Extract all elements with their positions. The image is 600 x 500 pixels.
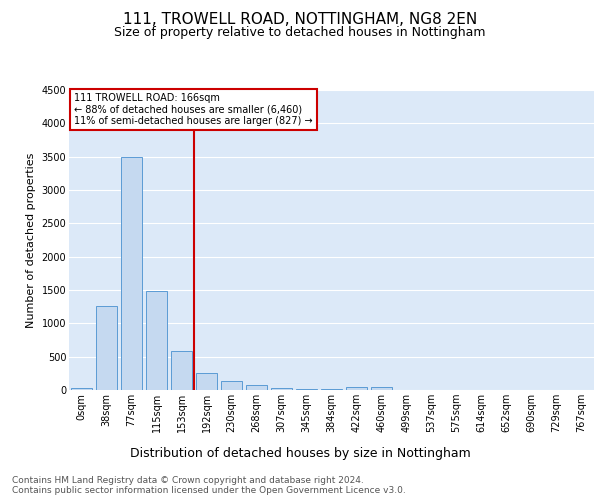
Text: 111 TROWELL ROAD: 166sqm
← 88% of detached houses are smaller (6,460)
11% of sem: 111 TROWELL ROAD: 166sqm ← 88% of detach… (74, 93, 313, 126)
Bar (71, 388, 92, 390)
Bar (171, 352, 192, 390)
Text: Contains HM Land Registry data © Crown copyright and database right 2024.
Contai: Contains HM Land Registry data © Crown c… (12, 476, 406, 495)
Text: Distribution of detached houses by size in Nottingham: Distribution of detached houses by size … (130, 448, 470, 460)
Bar (271, 388, 292, 390)
Bar (146, 292, 167, 390)
Bar (96, 306, 117, 390)
Y-axis label: Number of detached properties: Number of detached properties (26, 152, 36, 328)
Bar (296, 388, 317, 390)
Text: 111, TROWELL ROAD, NOTTINGHAM, NG8 2EN: 111, TROWELL ROAD, NOTTINGHAM, NG8 2EN (123, 12, 477, 28)
Bar (371, 386, 392, 390)
Bar (121, 156, 142, 390)
Bar (246, 384, 267, 390)
Bar (346, 387, 367, 390)
Bar (321, 388, 342, 390)
Bar (221, 380, 242, 390)
Bar (196, 374, 217, 390)
Text: Size of property relative to detached houses in Nottingham: Size of property relative to detached ho… (114, 26, 486, 39)
